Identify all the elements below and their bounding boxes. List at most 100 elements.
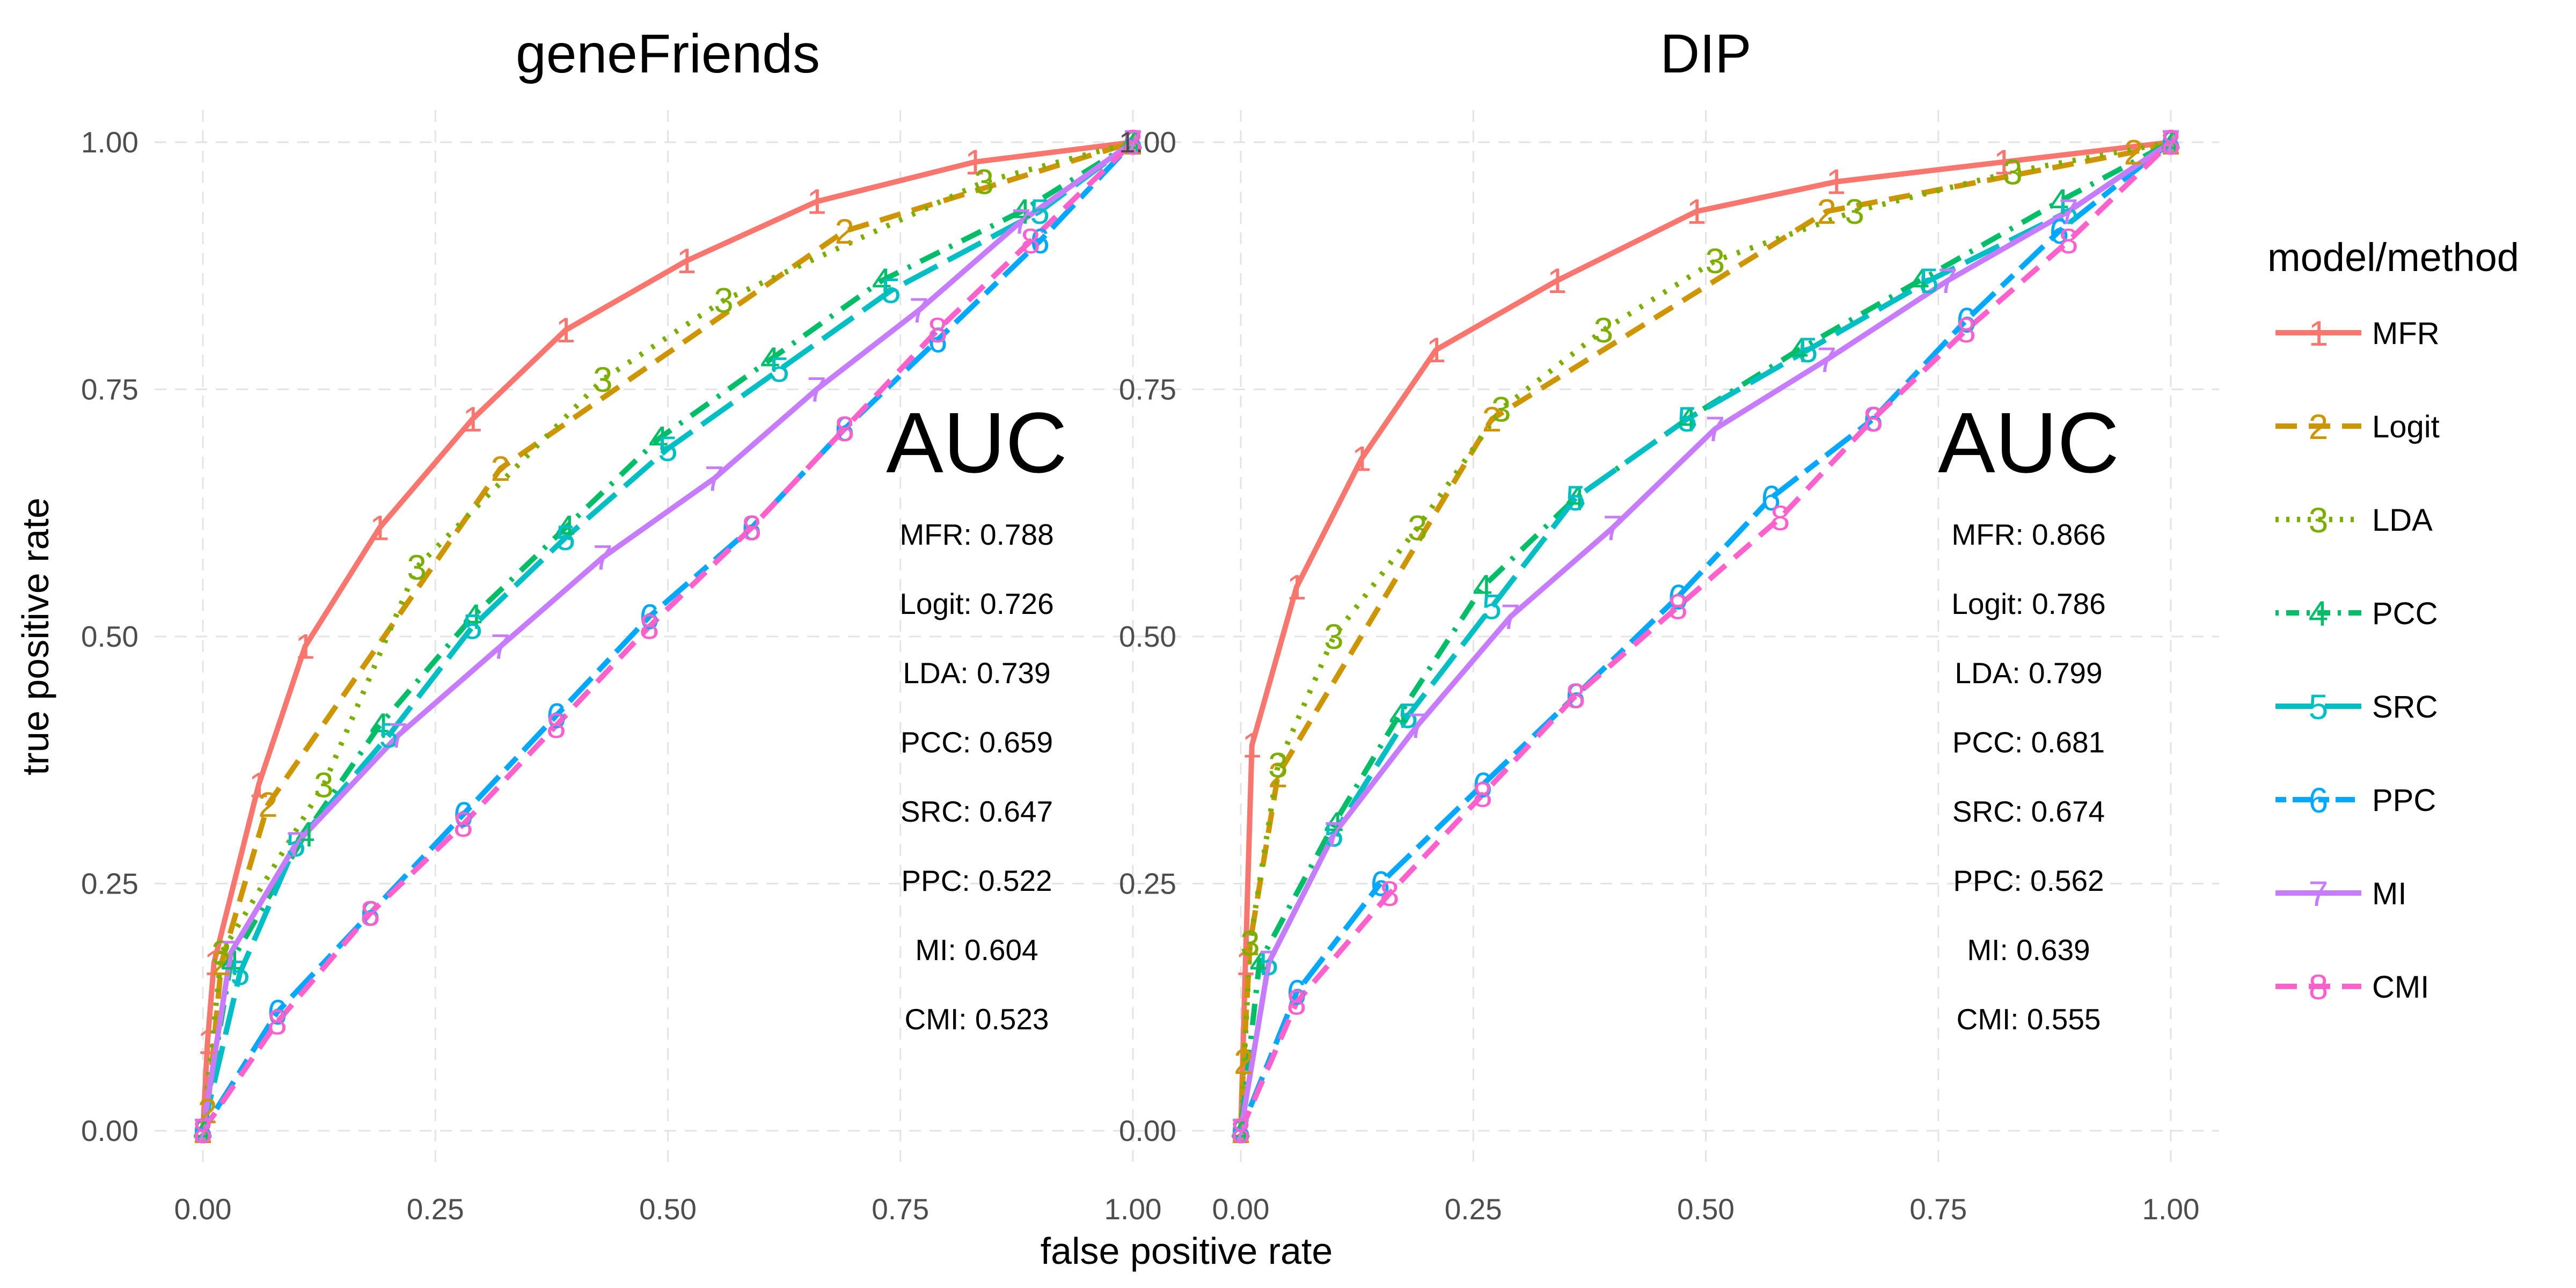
series-line-logit	[1238, 140, 2172, 1131]
series-line-src	[200, 140, 1135, 1132]
point-marker-pcc: 4	[1123, 122, 1143, 162]
point-marker-pcc: 4	[649, 419, 669, 459]
point-marker-logit: 2	[211, 943, 231, 983]
point-marker-cmi: 8	[1123, 122, 1143, 162]
point-marker-cmi: 8	[2161, 122, 2181, 162]
point-marker-cmi: 8	[1231, 1111, 1251, 1151]
point-marker-mi: 7	[1231, 1111, 1251, 1151]
point-marker-src: 5	[230, 953, 250, 992]
x-tick-label: 0.00	[174, 1192, 231, 1226]
point-marker-mi: 7	[1324, 814, 1344, 854]
legend-item-src: 5 SRC	[2275, 687, 2438, 727]
point-marker-cmi: 8	[1380, 874, 1400, 913]
point-marker-mi: 7	[1012, 201, 1031, 241]
legend-item-mi: 7 MI	[2275, 874, 2406, 913]
x-tick-label: 1.00	[1104, 1192, 1161, 1226]
auc-value: MFR: 0.866	[1951, 518, 2105, 551]
point-marker-lda: 3	[1123, 122, 1143, 162]
auc-annotation: AUC MFR: 0.866 Logit: 0.786 LDA: 0.799 P…	[1938, 394, 2119, 1036]
point-marker-src: 5	[658, 429, 678, 469]
x-tick-label: 0.50	[1677, 1192, 1735, 1226]
point-marker-ppc: 6	[1123, 122, 1143, 162]
point-marker-mfr: 1	[1547, 261, 1567, 301]
point-marker-mfr: 1	[1352, 438, 1372, 478]
point-marker-lda: 3	[1231, 1111, 1251, 1151]
point-marker-pcc: 4	[556, 508, 576, 547]
point-marker-mfr: 1	[1994, 142, 2014, 182]
point-marker-logit: 2	[1231, 1111, 1251, 1151]
point-marker-ppc: 6	[193, 1111, 213, 1151]
point-marker-logit: 2	[197, 1091, 217, 1131]
legend-label: PCC	[2372, 596, 2438, 631]
point-marker-mi: 7	[1259, 943, 1279, 983]
point-marker-src: 5	[1123, 122, 1143, 162]
point-marker-mfr: 1	[1242, 726, 1262, 765]
point-marker-ppc: 6	[835, 409, 854, 449]
auc-header: AUC	[886, 394, 1067, 491]
point-marker-logit: 2	[193, 1111, 213, 1151]
point-marker-cmi: 8	[639, 607, 659, 647]
x-tick-label: 0.75	[872, 1192, 929, 1226]
point-marker-ppc: 6	[1566, 676, 1586, 716]
legend-label: LDA	[2372, 503, 2433, 538]
point-marker-lda: 3	[974, 162, 994, 202]
legend-item-mfr: 1 MFR	[2275, 313, 2440, 353]
legend: model/method 1 MFR 2 Logit 3 LDA 4 PCC 5 SRC 6 PPC 7…	[2267, 235, 2519, 1007]
y-tick-label: 0.75	[1119, 373, 1176, 406]
point-marker-mfr: 1	[1826, 162, 1846, 202]
auc-value: MFR: 0.788	[899, 518, 1053, 551]
point-marker-mi: 7	[1501, 597, 1520, 636]
series-line-cmi	[200, 140, 1135, 1132]
point-marker-mi: 7	[1938, 261, 1958, 301]
point-marker-mfr: 1	[1235, 943, 1255, 983]
point-marker-mi: 7	[1408, 706, 1428, 745]
legend-label: PPC	[2372, 783, 2436, 818]
point-marker-lda: 3	[1268, 745, 1288, 785]
point-marker-lda: 3	[714, 281, 734, 320]
point-marker-pcc: 4	[193, 1111, 213, 1151]
point-marker-pcc: 4	[1249, 943, 1269, 983]
point-marker-lda: 3	[1324, 617, 1344, 656]
auc-value: PCC: 0.681	[1952, 726, 2105, 759]
x-axis-title: false positive rate	[1041, 1230, 1333, 1272]
y-tick-label: 1.00	[1119, 126, 1176, 159]
legend-title: model/method	[2267, 235, 2519, 280]
series-line-ppc	[1238, 140, 2173, 1132]
point-marker-pcc: 4	[2050, 182, 2069, 222]
auc-value: CMI: 0.523	[904, 1002, 1049, 1036]
point-marker-mi: 7	[491, 626, 510, 666]
y-tick-label: 0.25	[81, 867, 138, 901]
point-marker-src: 5	[1399, 696, 1418, 735]
point-marker-logit: 2	[1234, 1042, 1254, 1081]
legend-key-symbol: 4	[2309, 594, 2329, 633]
point-marker-src: 5	[2161, 122, 2181, 162]
point-marker-pcc: 4	[1473, 567, 1492, 607]
legend-label: Logit	[2372, 409, 2440, 444]
point-marker-logit: 2	[1268, 755, 1288, 795]
point-marker-mfr: 1	[295, 626, 315, 666]
point-marker-lda: 3	[314, 765, 334, 804]
x-tick-label: 0.50	[639, 1192, 697, 1226]
auc-value: CMI: 0.555	[1956, 1002, 2101, 1036]
point-marker-src: 5	[1566, 478, 1586, 518]
point-marker-ppc: 6	[1863, 399, 1883, 439]
point-marker-mi: 7	[1705, 409, 1725, 449]
legend-key-symbol: 2	[2309, 407, 2329, 447]
point-marker-mi: 7	[705, 458, 724, 498]
legend-item-lda: 3 LDA	[2275, 500, 2433, 540]
point-marker-mi: 7	[909, 290, 929, 330]
auc-value: SRC: 0.674	[1952, 795, 2105, 828]
auc-annotation: AUC MFR: 0.788 Logit: 0.726 LDA: 0.739 P…	[886, 394, 1067, 1036]
legend-label: SRC	[2372, 690, 2438, 724]
point-marker-ppc: 6	[267, 992, 287, 1032]
point-marker-src: 5	[1919, 261, 1939, 301]
point-marker-cmi: 8	[1473, 775, 1492, 815]
auc-value: LDA: 0.739	[903, 656, 1050, 690]
point-marker-cmi: 8	[1021, 221, 1041, 261]
point-marker-mi: 7	[193, 1111, 213, 1151]
point-marker-src: 5	[1798, 330, 1818, 370]
point-marker-logit: 2	[2124, 132, 2143, 172]
point-marker-cmi: 8	[2059, 221, 2079, 261]
